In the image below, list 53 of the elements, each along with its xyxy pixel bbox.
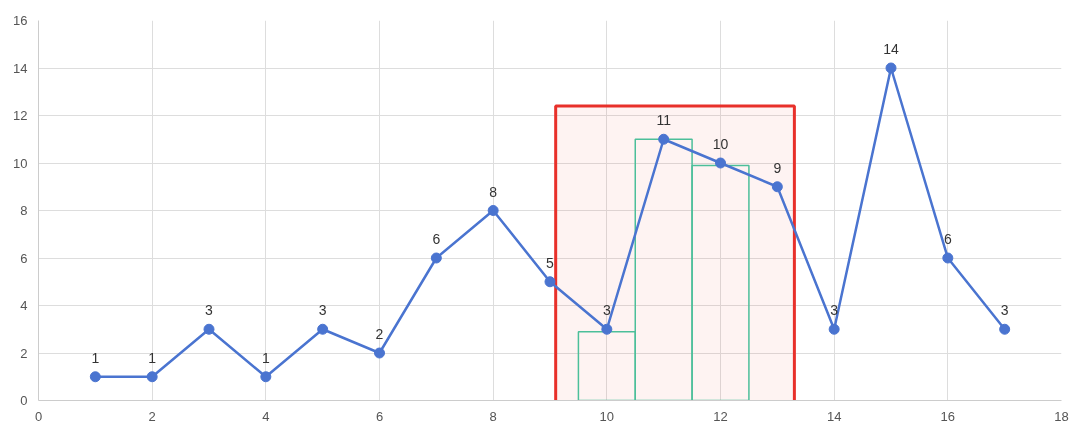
data-label: 1 — [91, 349, 100, 366]
y-tick-label: 4 — [20, 298, 28, 313]
y-tick-label: 10 — [13, 155, 28, 171]
y-tick-label: 16 — [13, 13, 28, 28]
x-tick-label: 18 — [1054, 408, 1069, 424]
x-tick-label: 16 — [940, 408, 956, 424]
data-label: 3 — [318, 302, 327, 319]
data-label: 14 — [883, 41, 899, 57]
point — [430, 252, 442, 264]
x-tick-label: 4 — [262, 408, 270, 424]
data-label: 1 — [148, 349, 157, 366]
y-tick-label: 0 — [20, 393, 28, 408]
x-tick-label: 12 — [713, 408, 728, 424]
point — [828, 323, 840, 335]
data-label: 6 — [432, 231, 441, 247]
x-tick-label: 0 — [34, 408, 43, 424]
point — [771, 181, 783, 193]
x-tick-label: 14 — [826, 408, 842, 424]
y-tick-label: 2 — [20, 345, 28, 361]
data-label: 3 — [830, 302, 839, 319]
data-label: 8 — [489, 183, 498, 200]
point — [89, 371, 101, 383]
x-tick-label: 10 — [599, 408, 615, 424]
point — [715, 157, 726, 169]
point — [601, 323, 613, 335]
data-label: 1 — [261, 349, 270, 366]
x-tick-label: 6 — [375, 408, 384, 424]
data-label: 3 — [1000, 302, 1009, 319]
x-tick-label: 8 — [489, 408, 497, 424]
point — [999, 323, 1011, 335]
point — [885, 62, 897, 74]
data-label: 11 — [656, 112, 672, 129]
y-tick-label: 8 — [20, 203, 28, 218]
point — [374, 347, 385, 359]
point — [146, 371, 158, 383]
point — [260, 371, 272, 383]
data-label: 2 — [375, 326, 384, 342]
y-tick-label: 12 — [13, 108, 28, 123]
data-label: 9 — [773, 159, 782, 176]
data-label: 5 — [546, 254, 555, 271]
point — [658, 133, 670, 145]
point — [203, 323, 215, 335]
y-tick-label: 6 — [20, 250, 28, 266]
point — [544, 276, 556, 288]
y-tick-label: 14 — [13, 60, 28, 76]
point — [487, 205, 499, 216]
data-label: 3 — [205, 302, 214, 319]
data-label: 3 — [602, 302, 611, 319]
point — [942, 252, 954, 264]
data-label: 6 — [943, 231, 952, 247]
data-label: 10 — [712, 136, 729, 152]
point — [317, 323, 329, 335]
x-tick-label: 2 — [148, 408, 156, 424]
